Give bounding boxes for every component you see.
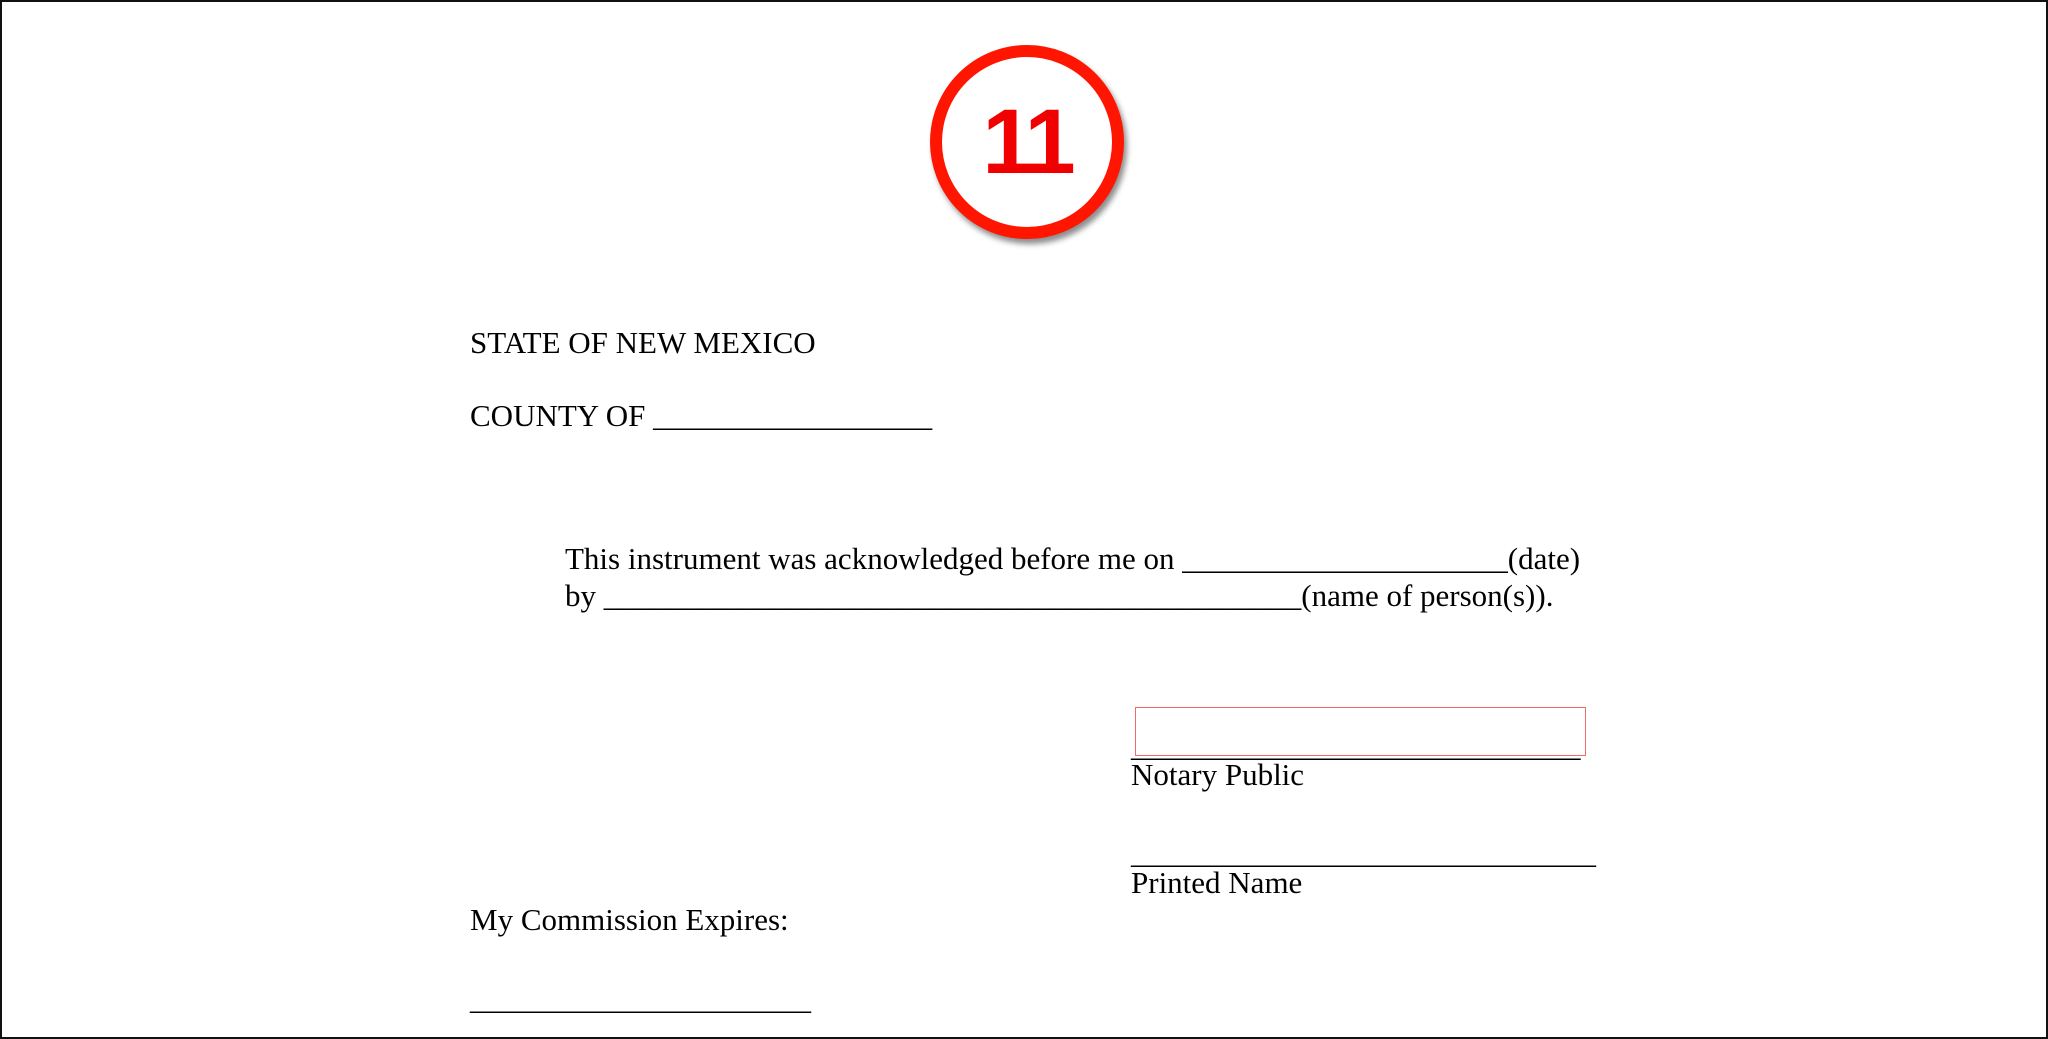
commission-expires-line: ______________________ bbox=[470, 981, 811, 1016]
commission-expires-label: My Commission Expires: bbox=[470, 902, 789, 937]
acknowledgment-date-line: This instrument was acknowledged before … bbox=[565, 541, 1581, 576]
step-number-badge: 11 bbox=[930, 45, 1124, 239]
county-line: COUNTY OF __________________ bbox=[470, 398, 933, 433]
notary-public-label: Notary Public bbox=[1131, 757, 1305, 792]
step-number: 11 bbox=[982, 90, 1075, 193]
acknowledgment-name-line: by _____________________________________… bbox=[565, 578, 1554, 613]
printed-name-line: ______________________________ bbox=[1131, 835, 1596, 870]
state-heading: STATE OF NEW MEXICO bbox=[470, 325, 816, 360]
printed-name-label: Printed Name bbox=[1131, 865, 1303, 900]
notary-signature-field[interactable] bbox=[1135, 707, 1586, 756]
